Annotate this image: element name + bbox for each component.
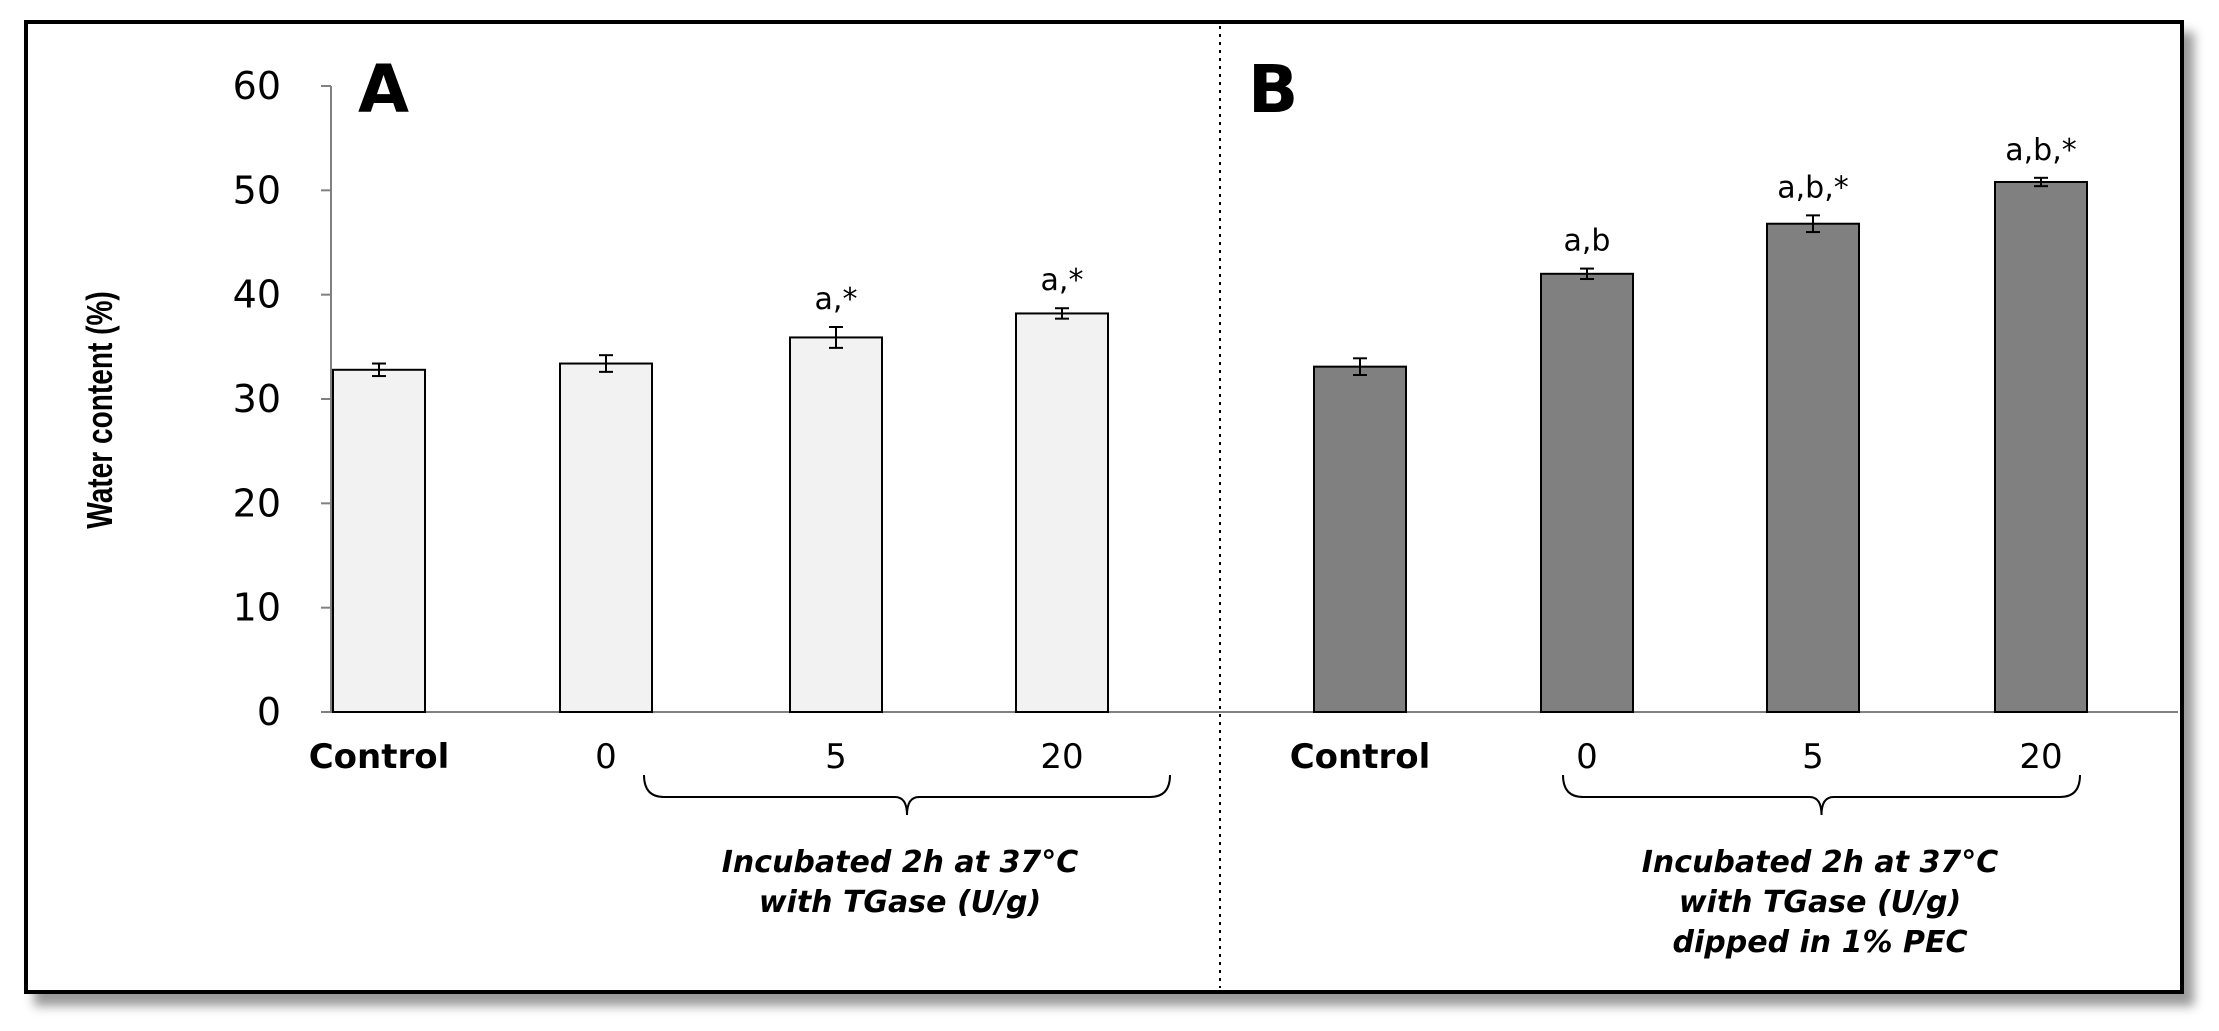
x-tick-label: 0: [595, 737, 617, 777]
group-brace: [1562, 774, 2081, 816]
bar: [1313, 365, 1407, 713]
y-tick-label: 10: [233, 586, 281, 630]
group-caption-line: with TGase (U/g): [1679, 885, 1961, 920]
bar: [1766, 222, 1860, 713]
x-tick-label: 20: [2019, 737, 2062, 777]
group-brace: [643, 774, 1171, 816]
bar: [1994, 180, 2088, 713]
bar: [789, 336, 883, 713]
bar: [559, 362, 653, 713]
significance-label: a,b,*: [1777, 170, 1849, 205]
panel-letter-b: B: [1248, 51, 1298, 128]
y-tick-label: 60: [233, 64, 281, 108]
group-caption-line: Incubated 2h at 37°C: [722, 845, 1078, 880]
y-tick-label: 40: [233, 273, 281, 317]
significance-label: a,b,*: [2005, 133, 2077, 168]
y-axis-title: Water content (%): [80, 291, 120, 529]
bars-layer: [332, 176, 2088, 713]
significance-label: a,*: [815, 282, 858, 317]
bar: [332, 368, 426, 713]
x-tick-label: 0: [1576, 737, 1598, 777]
bar: [1540, 272, 1634, 713]
group-caption-line: Incubated 2h at 37°C: [1642, 845, 1998, 880]
x-tick-label: 5: [1802, 737, 1824, 777]
x-tick-label: 20: [1040, 737, 1083, 777]
significance-label: a,*: [1041, 263, 1084, 298]
panel-letter-a: A: [358, 51, 409, 128]
y-tick-label: 30: [233, 377, 281, 421]
y-tick-label: 0: [257, 690, 281, 734]
x-tick-label: Control: [1290, 737, 1431, 777]
group-caption-line: with TGase (U/g): [759, 885, 1041, 920]
x-tick-label: Control: [309, 737, 450, 777]
significance-label: a,b: [1564, 224, 1611, 259]
bar: [1015, 312, 1109, 713]
group-caption-line: dipped in 1% PEC: [1673, 925, 1968, 960]
y-tick-label: 20: [233, 481, 281, 525]
x-tick-label: 5: [825, 737, 847, 777]
y-tick-label: 50: [233, 168, 281, 212]
